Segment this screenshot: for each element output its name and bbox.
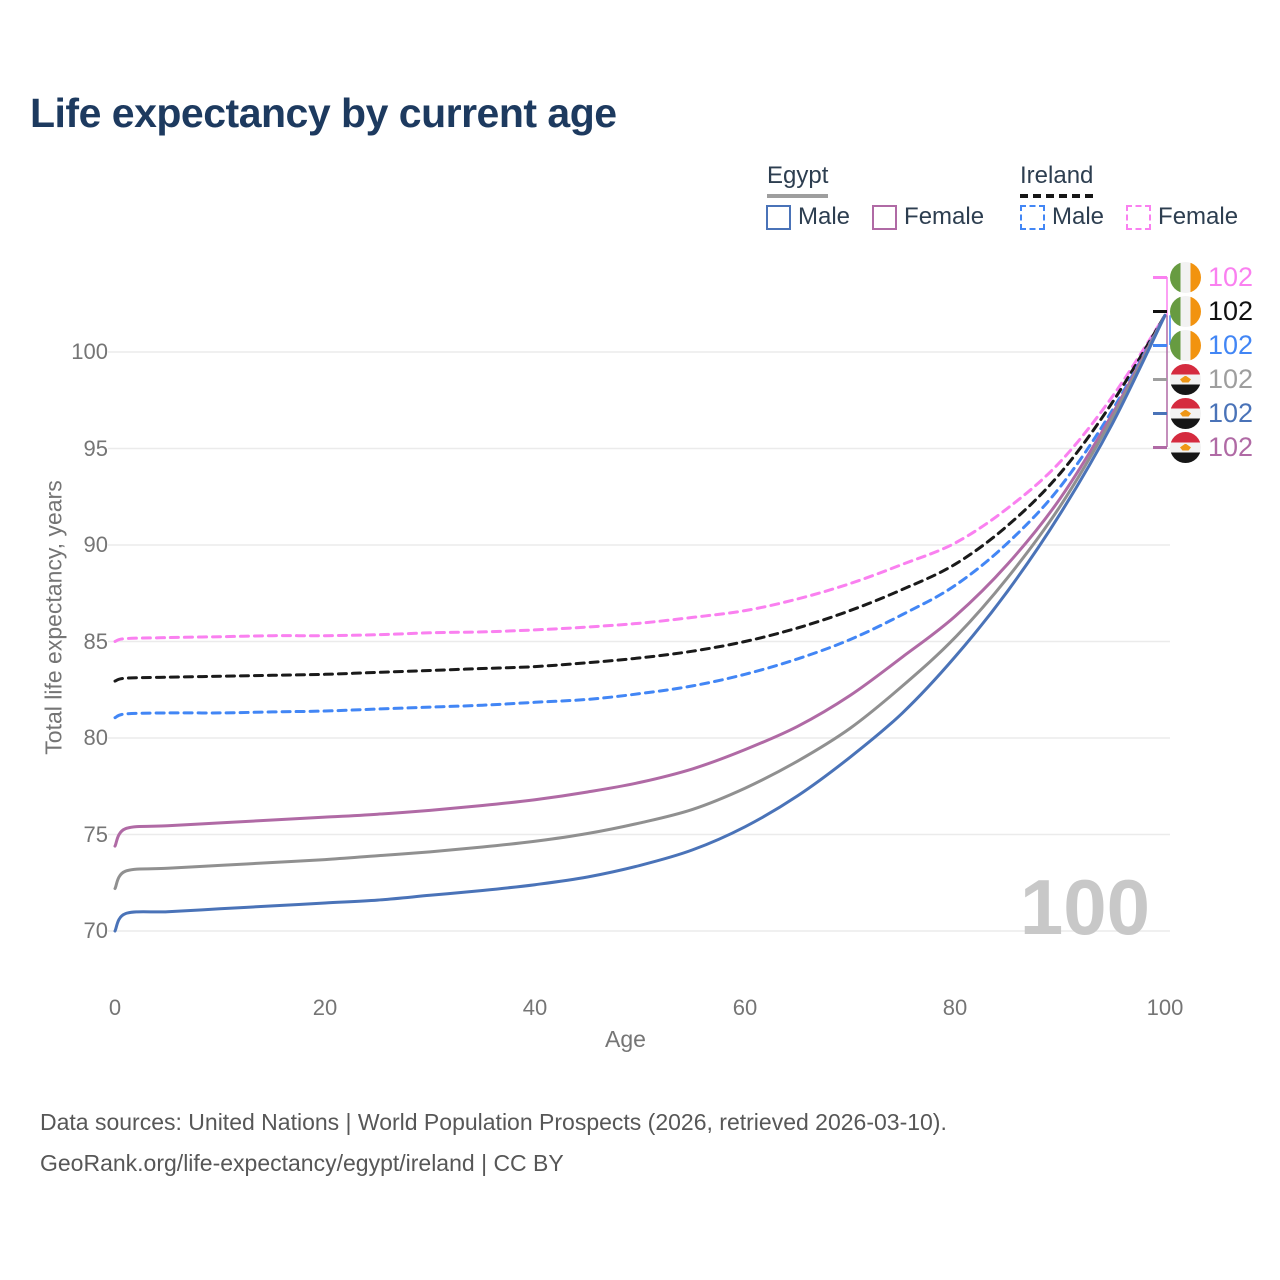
series-end-value: 102	[1208, 431, 1254, 462]
leader-tick-icon	[1153, 411, 1167, 415]
leader-tick-icon	[1153, 309, 1167, 313]
attribution-text: GeoRank.org/life-expectancy/egypt/irelan…	[40, 1150, 564, 1176]
egypt-eagle-icon	[1180, 375, 1191, 383]
series-end-value: 102	[1208, 261, 1254, 292]
end-label-row: 102	[1153, 362, 1253, 396]
x-tick-label: 80	[942, 995, 968, 1020]
y-tick-label: 85	[83, 628, 108, 654]
legend-group-ireland: Ireland	[1020, 162, 1094, 198]
series-end-value: 102	[1208, 295, 1254, 326]
ireland-female-swatch-icon	[1126, 204, 1152, 230]
x-tick-label: 0	[108, 995, 122, 1020]
leader-tick-icon	[1153, 377, 1167, 381]
legend-item-egypt-male[interactable]: Male	[766, 203, 850, 231]
x-tick-label: 60	[732, 995, 758, 1020]
legend-label: Male	[1052, 203, 1105, 230]
legend-row-ireland: Male Female	[1020, 203, 1260, 231]
legend-row-egypt: Male Female	[766, 203, 1006, 231]
egypt-flag-icon	[1170, 363, 1201, 395]
egypt-eagle-icon	[1180, 409, 1191, 417]
y-axis-title: Total life expectancy, years	[40, 480, 67, 755]
ireland-flag-icon	[1170, 329, 1201, 361]
series-end-value: 102	[1208, 397, 1254, 428]
leader-tick-icon	[1153, 343, 1167, 347]
series-line-ireland_male[interactable]	[113, 313, 1167, 720]
series-line-egypt_both[interactable]	[113, 313, 1167, 890]
series-lines	[113, 313, 1167, 933]
egypt-flag-icon	[1170, 397, 1201, 429]
end-label-row: 102	[1153, 430, 1253, 464]
y-tick-label: 100	[71, 339, 108, 364]
series-line-egypt_male[interactable]	[113, 313, 1167, 933]
egypt-flag-icon	[1170, 431, 1201, 463]
gridlines	[108, 351, 1170, 932]
ireland-male-swatch-icon	[1020, 204, 1045, 230]
data-sources-text: Data sources: United Nations | World Pop…	[40, 1109, 947, 1135]
y-tick-label: 80	[83, 725, 108, 750]
egypt-eagle-icon	[1180, 443, 1191, 451]
end-label-row: 102	[1153, 294, 1253, 328]
legend-country-egypt: Egypt	[767, 162, 829, 198]
legend-label: Female	[904, 203, 985, 230]
legend-item-egypt-female[interactable]: Female	[872, 203, 984, 231]
ireland-flag-icon	[1170, 261, 1201, 293]
leader-tick-icon	[1153, 275, 1167, 279]
legend-label: Female	[1158, 203, 1239, 230]
y-tick-label: 95	[83, 435, 108, 461]
y-tick-label: 70	[83, 918, 108, 943]
x-tick-label: 20	[312, 995, 338, 1020]
y-tick-label: 90	[83, 532, 108, 557]
x-tick-label: 40	[522, 995, 548, 1020]
legend-country-ireland: Ireland	[1020, 162, 1094, 198]
series-line-ireland_female[interactable]	[113, 313, 1167, 643]
chart-title: Life expectancy by current age	[30, 90, 617, 136]
leader-tick-icon	[1153, 445, 1167, 449]
ireland-flag-icon	[1170, 295, 1201, 327]
series-end-value: 102	[1208, 363, 1254, 394]
legend-item-ireland-male[interactable]: Male	[1020, 203, 1104, 231]
legend-item-ireland-female[interactable]: Female	[1126, 203, 1238, 231]
x-axis-title: Age	[605, 1026, 646, 1052]
end-label-row: 102	[1153, 328, 1253, 362]
egypt-male-swatch-icon	[766, 204, 791, 230]
legend-label: Male	[798, 203, 851, 230]
series-line-ireland_both[interactable]	[113, 313, 1167, 683]
series-end-value: 102	[1208, 329, 1254, 360]
current-age-watermark: 100	[1019, 863, 1150, 951]
series-line-egypt_female[interactable]	[113, 313, 1167, 848]
egypt-female-swatch-icon	[872, 204, 898, 230]
legend-group-egypt: Egypt	[767, 162, 829, 198]
x-tick-label: 100	[1146, 995, 1184, 1020]
end-label-row: 102	[1153, 260, 1253, 294]
end-label-row: 102	[1153, 396, 1253, 430]
y-tick-label: 75	[83, 821, 108, 847]
